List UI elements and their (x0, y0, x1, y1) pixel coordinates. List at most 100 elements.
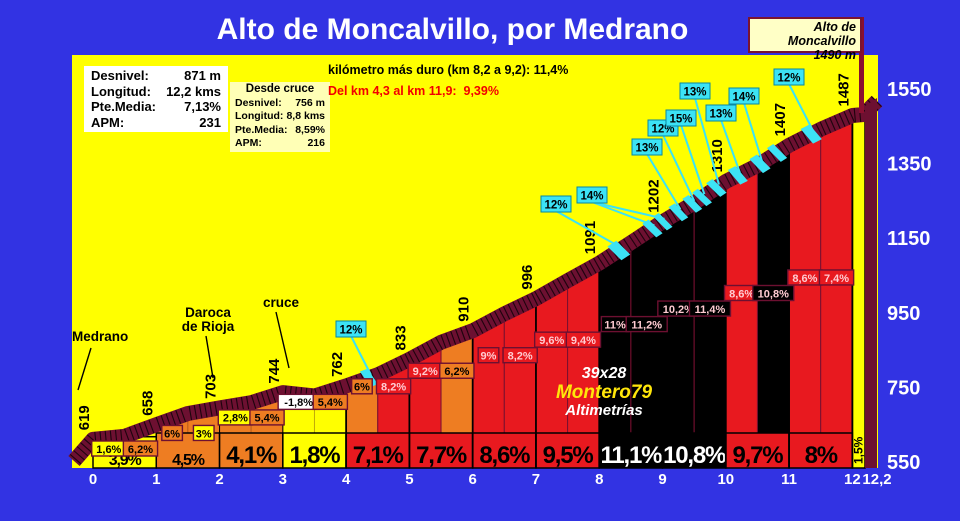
half-km-gradient-label: 8,6% (792, 273, 817, 285)
watermark-gear: 39x28 (581, 365, 627, 382)
page-title: Alto de Moncalvillo, por Medrano (216, 13, 689, 46)
steep-tag-label: 12% (777, 73, 800, 85)
half-km-gradient-label: 6,2% (128, 444, 153, 456)
section-gradient-note: Del km 4,3 al km 11,9: 9,39% (328, 84, 499, 98)
y-tick-label: 1150 (887, 228, 930, 250)
half-km-gradient-label: 9,6% (539, 335, 564, 347)
half-km-gradient-label: 3% (196, 428, 212, 440)
steep-tag (705, 104, 737, 122)
from-junction-title: Desde cruce (245, 83, 315, 95)
x-tick-label: 7 (532, 471, 540, 488)
km-band (218, 432, 284, 469)
stat-row: Desnivel: 871 m (91, 68, 221, 83)
steep-tag (540, 195, 572, 213)
steep-stripe (682, 194, 703, 213)
elevation-label: 996 (519, 265, 536, 290)
steep-tag-pointer (788, 83, 815, 132)
steep-tag-pointer (646, 153, 682, 210)
half-km-column (630, 220, 664, 469)
final-gradient-label: 1,5% (852, 436, 866, 464)
elevation-label: 1407 (772, 103, 789, 136)
stat-row: Longitud: 8,8 kms (235, 110, 325, 122)
stats-box: Desnivel: 871 m Longitud: 12,2 kms Pte.Media… (84, 66, 228, 132)
half-km-gradient-box (818, 269, 855, 286)
half-km-gradient-label: 7,4% (824, 273, 849, 285)
stat-row: Desnivel: 756 m (235, 96, 325, 109)
elevation-label: 1202 (646, 179, 663, 212)
steep-tag-label: 14% (580, 191, 603, 203)
steep-tag-label: 12% (544, 200, 567, 212)
steep-tag-label: 15% (669, 114, 692, 126)
half-km-column (756, 144, 790, 469)
half-km-gradient-label: 5,4% (254, 413, 279, 425)
half-km-gradient-box (688, 300, 732, 317)
steep-tag-label: 13% (709, 109, 732, 121)
y-tick-label: 950 (887, 303, 920, 325)
steep-stripe (607, 240, 631, 261)
km-gradient-label: 10,8% (663, 442, 726, 469)
steep-stripe (727, 166, 748, 185)
half-km-gradient-box (752, 284, 795, 302)
half-km-gradient-box (312, 393, 349, 411)
x-tick-label: 12 (844, 471, 861, 488)
place-pointer-line (205, 335, 214, 379)
steep-stripe (642, 219, 663, 238)
x-tick-label: 4 (342, 471, 351, 488)
steep-tag-pointer (743, 102, 763, 162)
steep-stripe (800, 124, 822, 144)
half-km-gradient-label: 8,2% (508, 351, 533, 363)
x-tick-label: 5 (405, 471, 413, 488)
watermark-author: Montero79 (555, 381, 653, 403)
x-tick-label: 12,2 (862, 471, 891, 488)
road-hatching (69, 96, 882, 465)
road-band (68, 95, 883, 466)
y-axis: 1550 1350 1150 950 750 550 (887, 79, 932, 474)
half-km-gradient-boxes: 1,6% 6,2% 6% 3% 2,8% 5,4% -1,8% 5,4% 6% 8,2% 9,2% 6… (91, 269, 855, 457)
half-km-gradient-label: 11,2% (631, 319, 662, 331)
x-tick-label: 10 (717, 471, 734, 488)
steep-tag (576, 186, 608, 204)
steep-stripe (668, 203, 689, 222)
x-axis: 0 1 2 3 4 5 6 7 8 9 10 11 12 12,2 (89, 471, 892, 488)
km-gradient-label: 4,1% (226, 442, 277, 469)
summit-sign-elevation: 1490 m (813, 48, 856, 62)
stat-row: Pte.Media: 7,13% (91, 99, 221, 114)
from-junction-rows: Desnivel: 756 m Longitud: 8,8 kms Pte.Media:… (235, 97, 325, 151)
km-gradient-label: 9,7% (732, 442, 783, 469)
steep-tag-label: 12% (339, 325, 362, 337)
x-tick-label: 2 (215, 471, 223, 488)
watermark-brand: Altimetrías (565, 402, 643, 420)
steep-tag-label: 14% (732, 92, 755, 104)
half-km-gradient-label: 9,2% (413, 366, 438, 378)
km-gradient-label: 4,5% (172, 452, 205, 469)
steep-stripe (692, 188, 712, 207)
x-tick-label: 11 (781, 471, 797, 488)
steep-tag-pointer (591, 201, 665, 220)
half-km-gradient-label: 11,4% (695, 304, 726, 316)
x-tick-label: 6 (469, 471, 477, 488)
elevation-label: 1487 (835, 73, 852, 106)
half-km-gradient-label: 9,4% (571, 335, 596, 347)
half-km-gradient-box (122, 440, 159, 457)
steep-tag-pointer (350, 335, 372, 376)
km-gradient-label: 7,1% (353, 442, 404, 469)
x-tick-label: 8 (595, 471, 603, 488)
stat-row: APM: 216 (235, 137, 325, 149)
steep-tag (631, 138, 663, 156)
y-tick-label: 750 (887, 377, 920, 399)
stat-row: Pte.Media: 8,59% (235, 123, 325, 136)
from-junction-box: Desde cruce Desnivel: 756 m Longitud: 8,8 k… (230, 82, 330, 152)
km-band (345, 432, 411, 469)
steep-tag-pointer (694, 97, 720, 185)
half-km-gradient-label: 5,4% (318, 397, 343, 409)
half-km-gradient-box (502, 347, 538, 364)
elevation-label: 703 (203, 374, 220, 399)
elevation-label: 744 (266, 358, 283, 384)
stat-row: APM: 231 (91, 114, 221, 130)
x-tick-label: 3 (279, 471, 287, 488)
half-km-column (662, 201, 695, 469)
